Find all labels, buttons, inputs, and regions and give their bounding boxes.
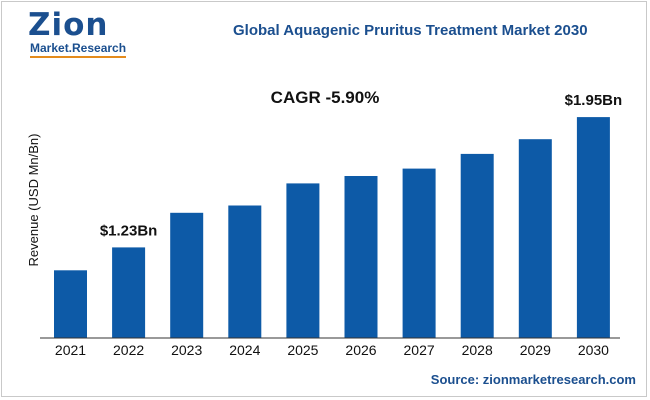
zion-logo: Zion Market.Research (28, 8, 138, 60)
x-ticks-layer: 2021 2022 2023 2024 2025 2026 2027 2028 2029 2030 (55, 342, 609, 358)
bar-2021 (54, 270, 87, 338)
bar-2029 (518, 139, 552, 338)
x-tick-2021: 2021 (55, 342, 86, 358)
x-tick-2022: 2022 (113, 342, 144, 358)
bar-2026 (344, 176, 378, 338)
data-label-2022: $1.23Bn (100, 222, 158, 239)
x-tick-2026: 2026 (345, 342, 376, 358)
cagr-label: CAGR -5.90% (271, 88, 380, 107)
logo-sub-text: Market.Research (30, 41, 127, 58)
logo-main-text: Zion (28, 7, 109, 43)
bar-2025 (286, 183, 320, 338)
x-tick-2030: 2030 (578, 342, 609, 358)
data-label-2030: $1.95Bn (565, 92, 623, 109)
bar-2030 (576, 117, 610, 338)
bar-2024 (228, 205, 262, 338)
x-tick-2029: 2029 (520, 342, 551, 358)
x-tick-2028: 2028 (462, 342, 493, 358)
chart-title: Global Aquagenic Pruritus Treatment Mark… (233, 22, 588, 39)
x-tick-2027: 2027 (404, 342, 435, 358)
y-axis-label: Revenue (USD Mn/Bn) (26, 134, 41, 267)
source-credit: Source: zionmarketresearch.com (430, 372, 636, 387)
bar-2022 (112, 247, 146, 338)
bar-2027 (402, 168, 436, 338)
x-tick-2023: 2023 (171, 342, 202, 358)
bar-2023 (170, 212, 204, 338)
annotations-layer: $1.23Bn $1.95Bn (100, 92, 622, 239)
bars-layer (54, 117, 610, 338)
x-tick-2024: 2024 (229, 342, 260, 358)
x-tick-2025: 2025 (287, 342, 318, 358)
bar-2028 (460, 153, 494, 338)
